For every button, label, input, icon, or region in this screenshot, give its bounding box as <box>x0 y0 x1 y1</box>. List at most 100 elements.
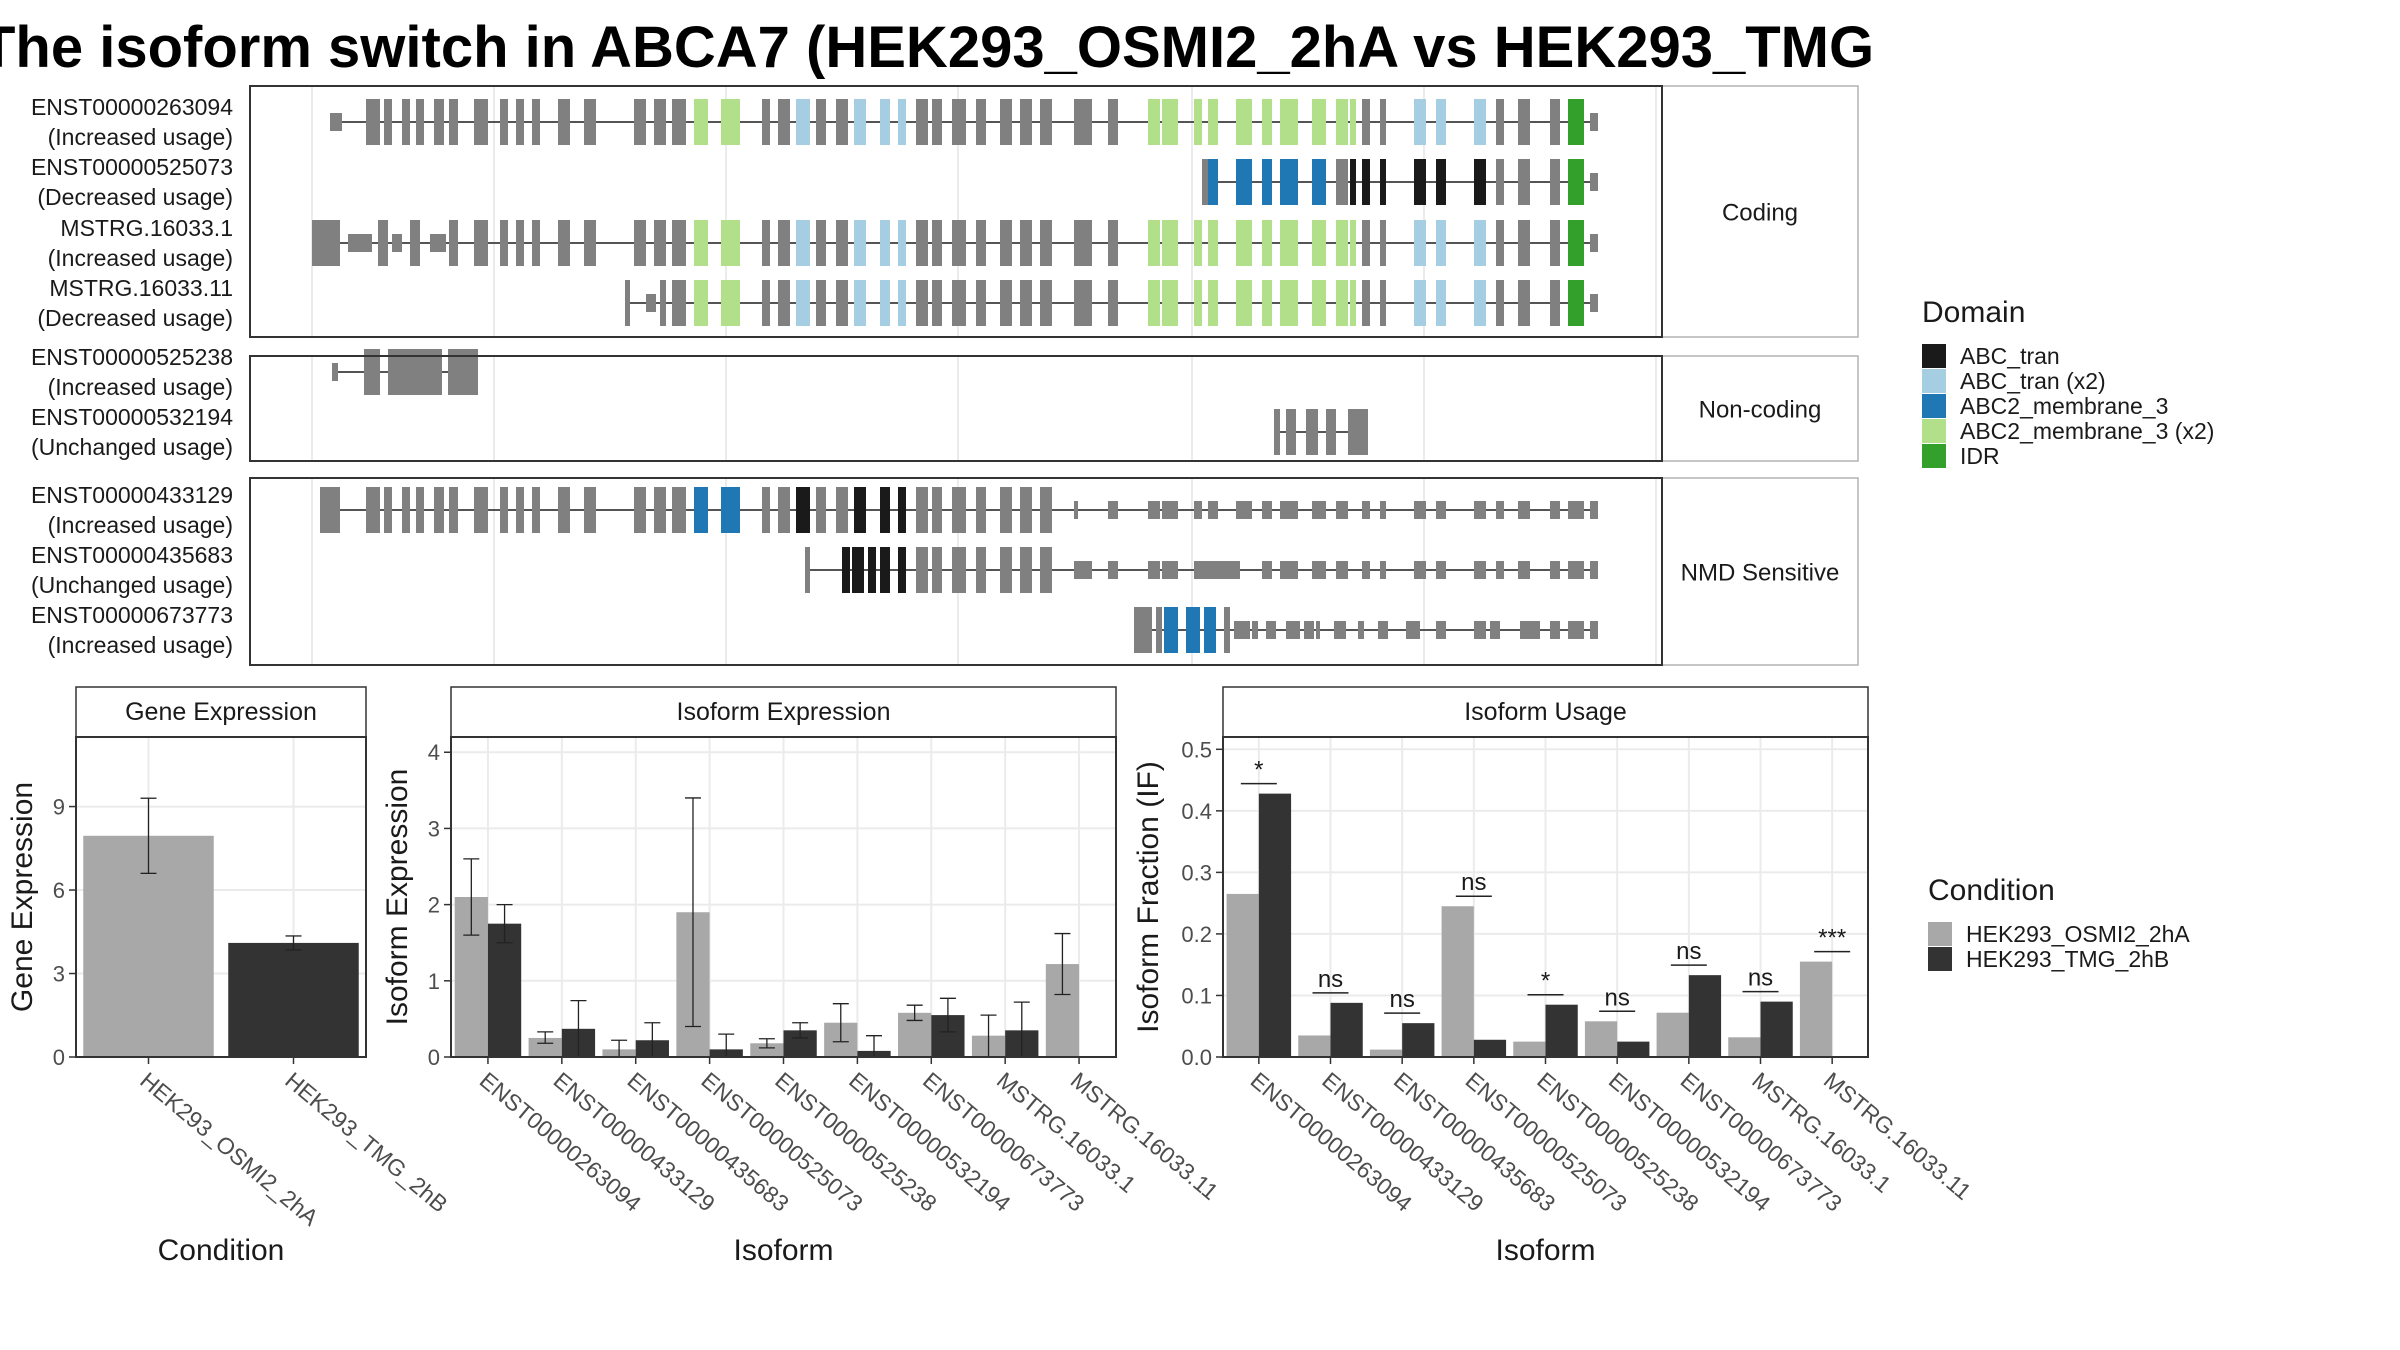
transcript-nmd_b-exon <box>1194 561 1240 579</box>
transcript-coding_c-exon <box>1074 220 1092 266</box>
transcript-coding_a-exon <box>1474 99 1486 145</box>
transcript-coding_a-exon <box>1162 99 1178 145</box>
domain-legend-key <box>1922 369 1946 393</box>
transcript-coding_b-exon <box>1362 159 1370 205</box>
transcript-nmd_a-exon <box>320 487 340 533</box>
transcript-id-label: MSTRG.16033.11 <box>49 275 233 301</box>
transcript-coding_a-exon <box>976 99 986 145</box>
transcript-coding_a-exon <box>952 99 966 145</box>
transcript-nmd_a-exon <box>854 487 866 533</box>
transcript-nmd_b-exon <box>880 547 890 593</box>
transcript-coding_a-exon <box>721 99 740 145</box>
transcript-nmd_a-exon <box>778 487 790 533</box>
transcript-nmd_c-exon <box>1252 621 1258 639</box>
domain-legend-label: ABC2_membrane_3 (x2) <box>1960 418 2214 444</box>
transcript-coding_a-exon <box>1550 99 1560 145</box>
x-axis-title-2: Isoform <box>1495 1234 1595 1267</box>
transcript-nmd_a-exon <box>1194 501 1202 519</box>
transcript-nc_b-exon <box>1286 409 1296 455</box>
transcript-coding_d-exon <box>1474 280 1486 326</box>
transcript-coding_c-exon <box>1350 220 1356 266</box>
transcript-nmd_a-exon <box>1474 501 1486 519</box>
domain-legend-label: IDR <box>1960 443 2000 469</box>
transcript-coding_d-exon <box>952 280 966 326</box>
transcript-nmd_b-exon <box>1496 561 1504 579</box>
transcript-nmd_a-exon <box>1380 501 1386 519</box>
transcript-coding_c-exon <box>1040 220 1052 266</box>
transcript-coding_d-exon <box>1262 280 1272 326</box>
transcript-coding_a-exon <box>449 99 458 145</box>
transcript-coding_a-exon <box>796 99 810 145</box>
y-tick-label: 1 <box>428 969 440 994</box>
transcript-coding_d-exon <box>1280 280 1298 326</box>
transcript-coding_a-exon <box>1590 113 1598 131</box>
significance-label: *** <box>1818 925 1846 952</box>
transcript-nmd_a-exon <box>880 487 890 533</box>
strip-label-2: NMD Sensitive <box>1681 560 1840 587</box>
transcript-coding_c-exon <box>816 220 826 266</box>
transcript-coding_c-exon <box>796 220 810 266</box>
transcript-id-label: ENST00000263094 <box>31 94 233 120</box>
transcript-coding_a-exon <box>434 99 444 145</box>
transcript-nmd_b-exon <box>1162 561 1178 579</box>
structure-panel-bg <box>312 478 1662 665</box>
transcript-coding_a-exon <box>880 99 890 145</box>
structure-strip <box>1661 85 1859 338</box>
significance-label: ns <box>1604 984 1629 1011</box>
bar-cond-a <box>750 1043 784 1057</box>
transcript-nmd_a-exon <box>836 487 848 533</box>
transcript-nmd_b-exon <box>1312 561 1326 579</box>
transcript-coding_a-exon <box>1414 99 1426 145</box>
transcript-coding_c-exon <box>1108 220 1118 266</box>
transcript-coding_c-exon <box>1436 220 1446 266</box>
transcript-nmd_a-exon <box>1590 501 1598 519</box>
transcript-coding_a-exon <box>778 99 790 145</box>
transcript-nmd_a-exon <box>1436 501 1446 519</box>
transcript-coding_a-exon <box>402 99 410 145</box>
transcript-coding_b-exon <box>1350 159 1356 205</box>
transcript-nmd_c-exon <box>1406 621 1420 639</box>
transcript-nmd_a-exon <box>1108 501 1118 519</box>
domain-legend-key <box>1922 344 1946 368</box>
transcript-coding_b-exon <box>1208 159 1218 205</box>
y-tick-label: 3 <box>428 816 440 841</box>
significance-label: ns <box>1461 869 1486 896</box>
transcript-coding_a-exon <box>1208 99 1218 145</box>
transcript-id-label: ENST00000525073 <box>31 154 233 180</box>
bar-cond-b <box>1545 1004 1578 1057</box>
transcript-nmd_b-exon <box>1590 561 1598 579</box>
transcript-coding_c-exon <box>348 234 372 252</box>
transcript-coding_a-exon <box>474 99 488 145</box>
transcript-coding_c-exon <box>880 220 890 266</box>
bar-cond-a <box>1369 1049 1403 1057</box>
domain-legend-label: ABC_tran (x2) <box>1960 368 2106 394</box>
transcript-nmd_a-exon <box>1040 487 1052 533</box>
transcript-coding_d-exon <box>1436 280 1446 326</box>
transcript-coding_c-exon <box>1380 220 1386 266</box>
transcript-coding_b-exon <box>1518 159 1530 205</box>
transcript-coding_a-exon <box>1074 99 1092 145</box>
y-axis-title-0: Gene Expression <box>6 782 39 1012</box>
transcript-coding_a-exon <box>532 99 540 145</box>
transcript-coding_c-exon <box>672 220 686 266</box>
transcript-coding_c-exon <box>312 220 340 266</box>
transcript-coding_d-exon <box>1496 280 1504 326</box>
transcript-coding_d-exon <box>1568 280 1584 326</box>
transcript-nmd_b-exon <box>1414 561 1426 579</box>
transcript-nmd_c-exon <box>1358 621 1364 639</box>
x-tick-label: HEK293_TMG_2hB <box>280 1067 452 1218</box>
transcript-nmd_c-exon <box>1234 621 1250 639</box>
condition-legend-key <box>1928 922 1952 946</box>
transcript-nmd_a-exon <box>584 487 596 533</box>
transcript-nmd_b-exon <box>1474 561 1486 579</box>
transcript-coding_d-exon <box>1040 280 1052 326</box>
transcript-coding_c-exon <box>500 220 508 266</box>
transcript-nmd_c-exon <box>1550 621 1560 639</box>
transcript-nmd_a-exon <box>721 487 740 533</box>
transcript-usage-label: (Increased usage) <box>48 512 233 538</box>
transcript-id-label: MSTRG.16033.1 <box>60 215 233 241</box>
transcript-nmd_b-exon <box>1436 561 1446 579</box>
transcript-nmd_c-exon <box>1490 621 1500 639</box>
transcript-nmd_b-exon <box>842 547 850 593</box>
transcript-nmd_a-exon <box>976 487 986 533</box>
